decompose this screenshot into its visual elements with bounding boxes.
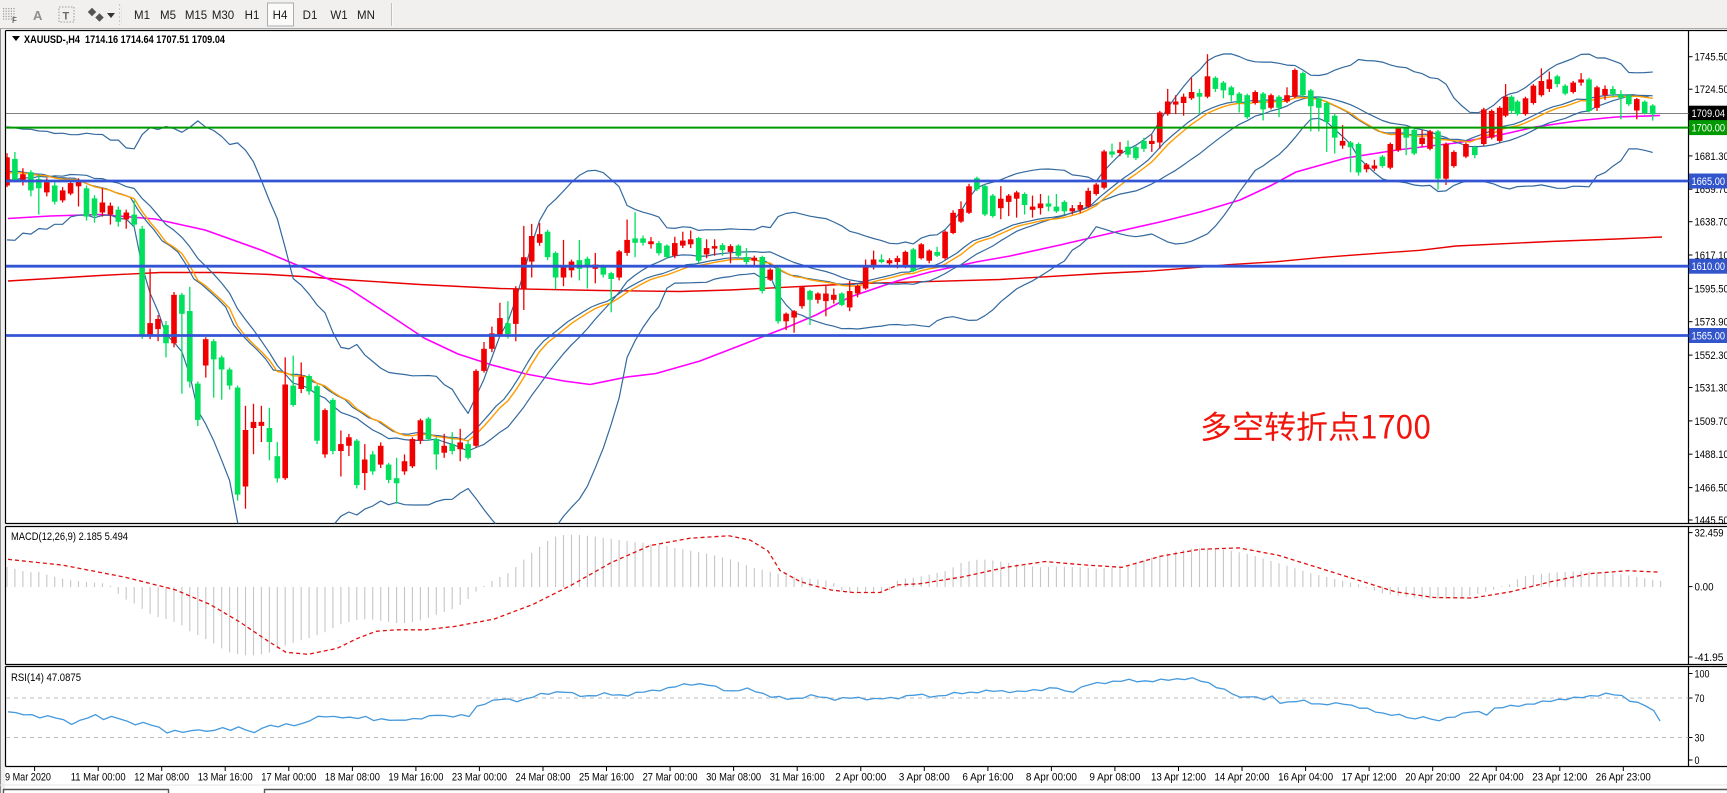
svg-text:1610.00: 1610.00 [1692,261,1726,273]
svg-text:1724.50: 1724.50 [1695,84,1727,96]
svg-text:25 Mar 16:00: 25 Mar 16:00 [579,772,634,784]
svg-text:26 Apr 23:00: 26 Apr 23:00 [1596,772,1651,784]
svg-text:1638.70: 1638.70 [1695,217,1727,229]
svg-text:8 Apr 00:00: 8 Apr 00:00 [1026,772,1077,784]
svg-text:1509.70: 1509.70 [1695,416,1727,428]
svg-text:16 Apr 04:00: 16 Apr 04:00 [1278,772,1333,784]
svg-text:H4: H4 [273,10,288,22]
svg-text:23 Mar 00:00: 23 Mar 00:00 [452,772,507,784]
svg-text:24 Mar 08:00: 24 Mar 08:00 [516,772,571,784]
svg-text:1595.50: 1595.50 [1695,283,1727,295]
svg-text:6 Apr 16:00: 6 Apr 16:00 [962,772,1013,784]
svg-text:1665.00: 1665.00 [1692,176,1726,188]
svg-text:3 Apr 08:00: 3 Apr 08:00 [899,772,950,784]
svg-text:1531.30: 1531.30 [1695,383,1727,395]
svg-text:70: 70 [1695,693,1705,705]
svg-text:22 Apr 04:00: 22 Apr 04:00 [1469,772,1524,784]
svg-text:1565.00: 1565.00 [1692,331,1726,343]
svg-text:H1: H1 [245,10,260,22]
svg-text:13 Mar 16:00: 13 Mar 16:00 [198,772,253,784]
svg-text:14 Apr 20:00: 14 Apr 20:00 [1215,772,1270,784]
svg-text:0: 0 [1695,755,1700,767]
svg-text:1573.90: 1573.90 [1695,317,1727,329]
svg-text:T: T [63,11,70,23]
svg-text:100: 100 [1695,669,1710,681]
svg-text:9 Mar 2020: 9 Mar 2020 [5,772,51,784]
svg-text:20 Apr 20:00: 20 Apr 20:00 [1405,772,1460,784]
svg-text:11 Mar 00:00: 11 Mar 00:00 [71,772,126,784]
svg-text:1488.10: 1488.10 [1695,449,1727,461]
svg-text:1445.50: 1445.50 [1695,515,1727,527]
svg-text:1552.30: 1552.30 [1695,350,1727,362]
svg-text:M1: M1 [134,10,150,22]
svg-text:27 Mar 00:00: 27 Mar 00:00 [643,772,698,784]
svg-text:17 Apr 12:00: 17 Apr 12:00 [1342,772,1397,784]
svg-text:1466.50: 1466.50 [1695,483,1727,495]
svg-text:19 Mar 16:00: 19 Mar 16:00 [388,772,443,784]
svg-text:XAUUSD-,H4 1714.16 1714.64 17: XAUUSD-,H4 1714.16 1714.64 1707.51 1709.… [24,34,226,46]
svg-text:1709.04: 1709.04 [1692,108,1726,120]
svg-text:1745.50: 1745.50 [1695,52,1727,64]
svg-text:D1: D1 [303,10,318,22]
svg-text:18 Mar 08:00: 18 Mar 08:00 [325,772,380,784]
svg-text:MN: MN [357,10,375,22]
svg-text:13 Apr 12:00: 13 Apr 12:00 [1151,772,1206,784]
svg-text:MACD(12,26,9) 2.185 5.494: MACD(12,26,9) 2.185 5.494 [11,531,128,543]
svg-text:M5: M5 [160,10,176,22]
svg-text:1681.30: 1681.30 [1695,151,1727,163]
svg-text:31 Mar 16:00: 31 Mar 16:00 [770,772,825,784]
svg-text:M15: M15 [185,10,207,22]
svg-text:F: F [12,16,17,25]
svg-text:17 Mar 00:00: 17 Mar 00:00 [261,772,316,784]
svg-text:A: A [33,8,43,23]
svg-text:1700.00: 1700.00 [1692,123,1726,135]
svg-text:RSI(14) 47.0875: RSI(14) 47.0875 [11,672,81,684]
svg-text:W1: W1 [330,10,347,22]
svg-text:2 Apr 00:00: 2 Apr 00:00 [835,772,886,784]
svg-text:12 Mar 08:00: 12 Mar 08:00 [134,772,189,784]
svg-text:0.00: 0.00 [1695,582,1714,594]
svg-text:M30: M30 [212,10,234,22]
svg-text:9 Apr 08:00: 9 Apr 08:00 [1089,772,1140,784]
svg-text:30: 30 [1695,733,1705,745]
svg-text:23 Apr 12:00: 23 Apr 12:00 [1532,772,1587,784]
svg-text:30 Mar 08:00: 30 Mar 08:00 [706,772,761,784]
svg-text:-41.95: -41.95 [1695,652,1724,664]
svg-text:32.459: 32.459 [1695,528,1724,540]
